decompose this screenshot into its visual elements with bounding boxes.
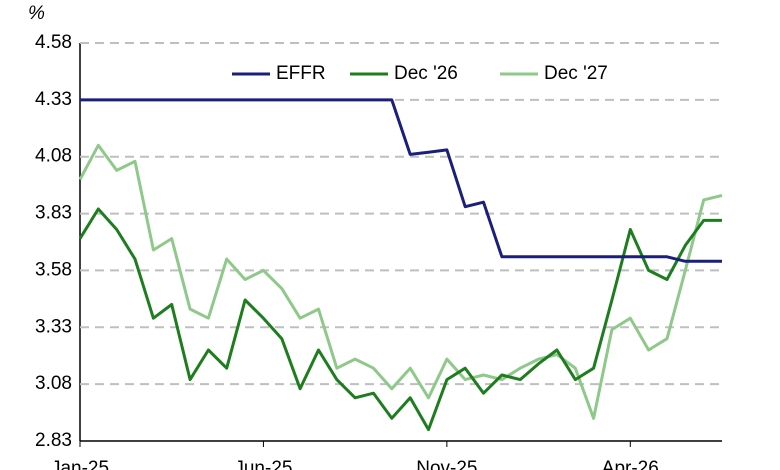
legend-label: EFFR bbox=[276, 63, 326, 84]
y-tick-label: 4.58 bbox=[35, 32, 72, 53]
y-axis-label: % bbox=[28, 3, 45, 24]
series-line bbox=[80, 98, 722, 263]
y-tick-label: 4.33 bbox=[35, 89, 72, 110]
y-tick-label: 3.83 bbox=[35, 203, 72, 224]
y-tick-label: 3.08 bbox=[35, 373, 72, 394]
legend-label: Dec '27 bbox=[544, 63, 608, 84]
y-tick-label: 4.08 bbox=[35, 146, 72, 167]
y-tick-label: 2.83 bbox=[35, 430, 72, 451]
x-tick-label: Jun-25 bbox=[234, 458, 292, 470]
x-tick-label: Jan-25 bbox=[51, 458, 109, 470]
y-tick-label: 3.33 bbox=[35, 316, 72, 337]
y-tick-label: 3.58 bbox=[35, 259, 72, 280]
legend-label: Dec '26 bbox=[394, 63, 458, 84]
series-line bbox=[78, 207, 722, 432]
x-tick-label: Nov-25 bbox=[416, 458, 477, 470]
series-line bbox=[78, 143, 723, 420]
x-tick-label: Apr-26 bbox=[602, 458, 659, 470]
